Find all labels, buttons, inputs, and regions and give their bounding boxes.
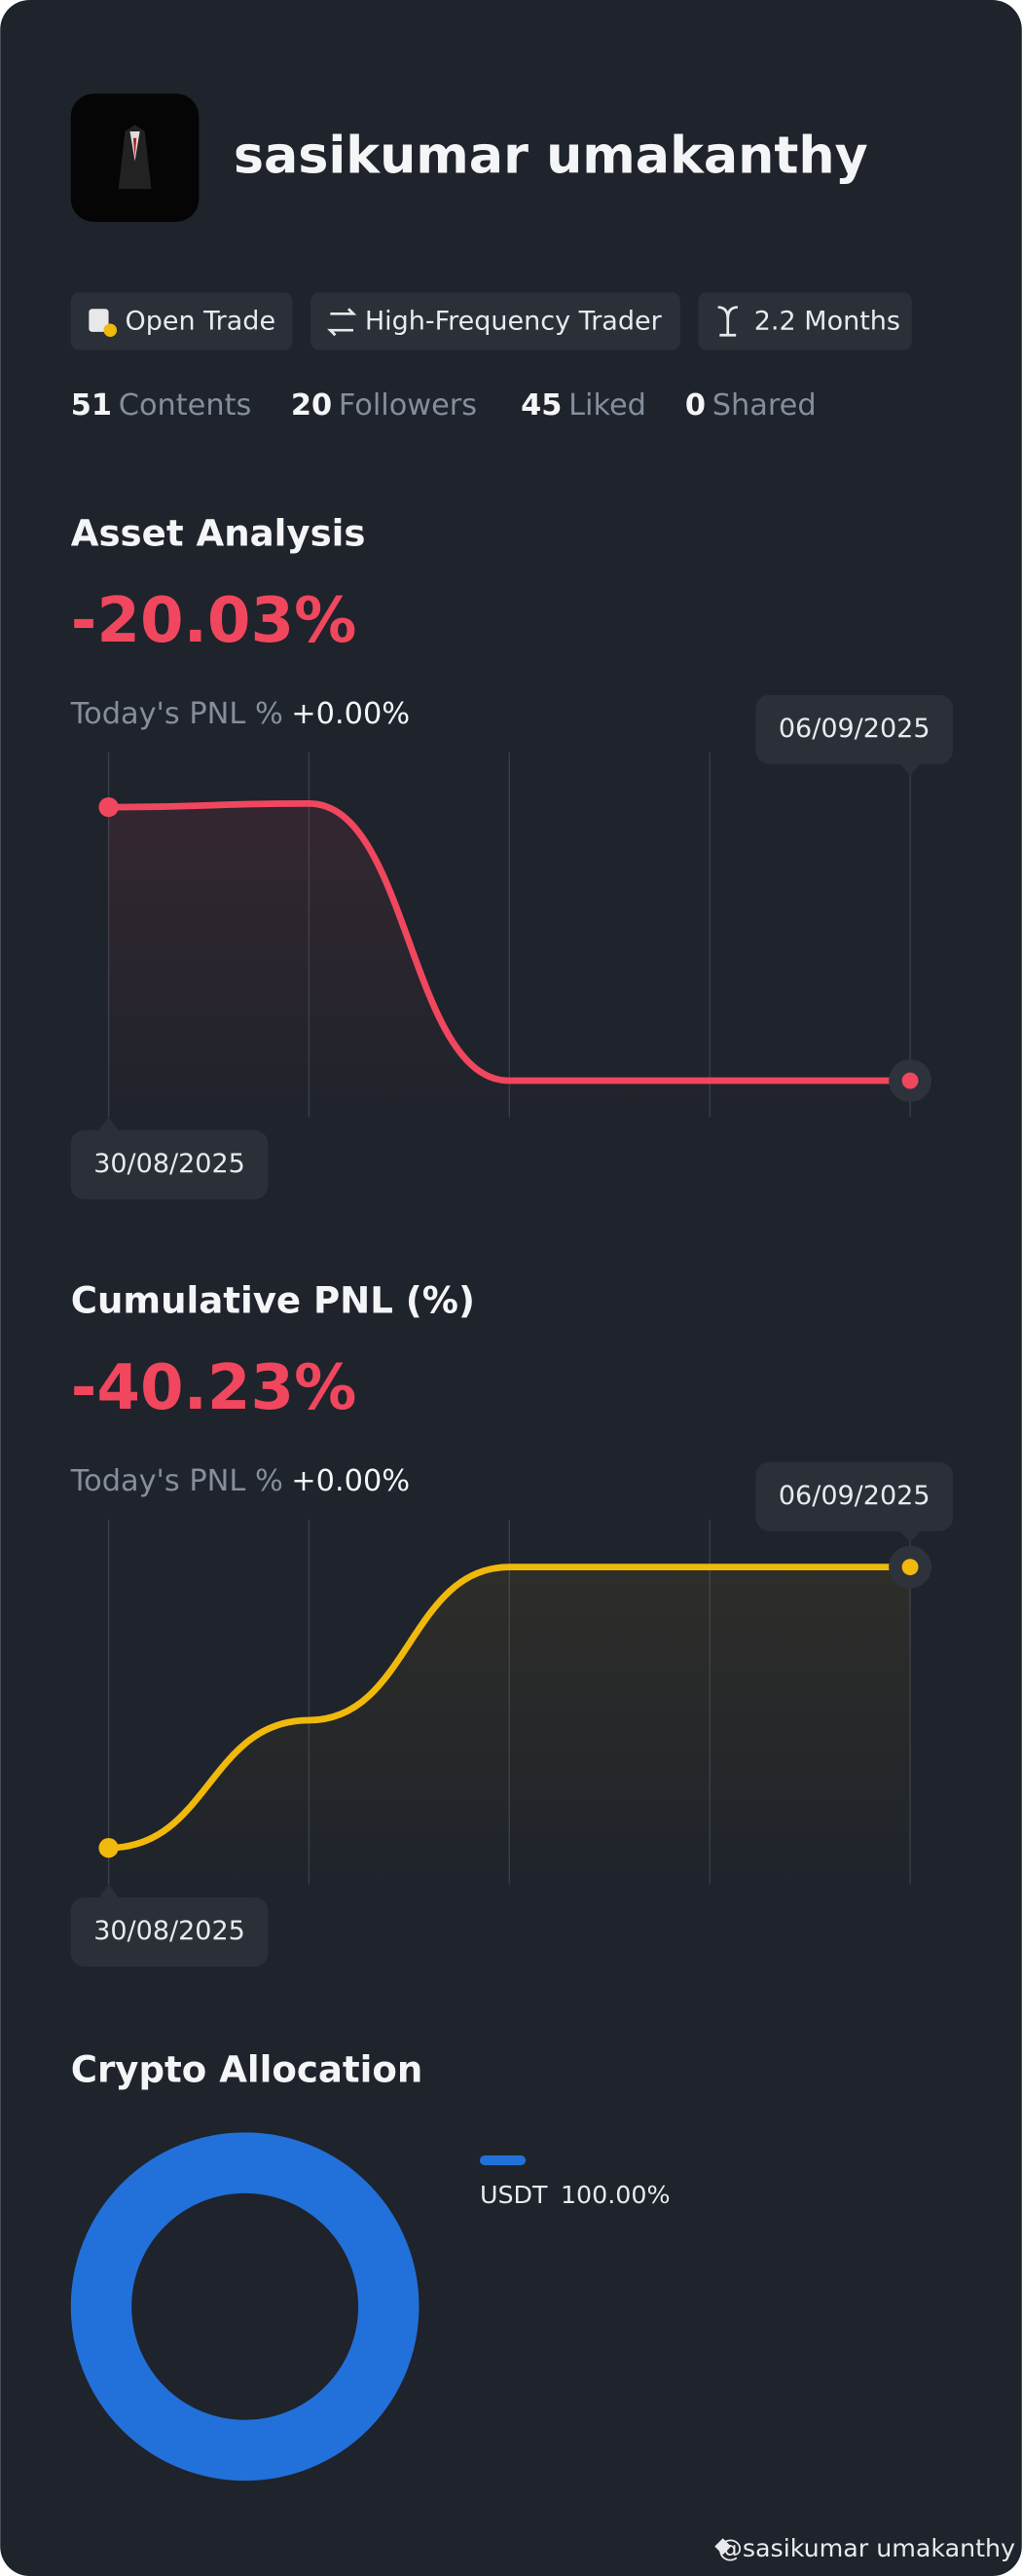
section: Cumulative PNL (%) -40.23% Today's PNL % +0… — [70, 1280, 953, 1967]
today-value: +0.00% — [291, 697, 410, 731]
section-title: Asset Analysis — [71, 513, 366, 555]
start-dot — [98, 1837, 119, 1858]
end-dot — [901, 1072, 919, 1089]
date-label: 30/08/2025 — [93, 1916, 245, 1946]
today-pnl: Today's PNL % +0.00% — [70, 697, 410, 731]
stat: 0 Shared — [685, 387, 817, 422]
today-pnl: Today's PNL % +0.00% — [70, 1464, 410, 1498]
area-fill — [108, 803, 911, 1118]
stat-label: Shared — [712, 387, 817, 422]
stat-value: 45 — [521, 387, 562, 422]
section: Asset Analysis -20.03% Today's PNL % +0.00%… — [70, 513, 953, 1199]
start-dot — [98, 796, 119, 818]
stat: 20 Followers — [291, 387, 477, 422]
tag-label: High-Frequency Trader — [365, 306, 663, 336]
section-value: -20.03% — [71, 584, 357, 657]
legend-name: USDT — [480, 2181, 548, 2209]
tooltip — [755, 694, 953, 764]
stat-label: Contents — [119, 387, 252, 422]
tag-label: Open Trade — [125, 306, 275, 336]
legend-entry: USDT 100.00% — [480, 2181, 671, 2209]
stat-value: 0 — [685, 387, 706, 422]
tooltip-pointer — [899, 763, 921, 776]
footer-logo — [714, 2538, 732, 2556]
section-value: -40.23% — [71, 1351, 357, 1424]
tooltip-pointer — [98, 1884, 119, 1898]
tag-label: 2.2 Months — [754, 306, 900, 336]
today-label: Today's PNL % — [70, 697, 283, 731]
today-label: Today's PNL % — [70, 1464, 283, 1498]
tooltip — [70, 1130, 269, 1199]
legend-value: 100.00% — [561, 2181, 671, 2209]
section-title: Crypto Allocation — [71, 2048, 423, 2090]
end-dot — [901, 1559, 919, 1576]
stat-label: Followers — [339, 387, 477, 422]
stat-value: 51 — [71, 387, 112, 422]
user-name: sasikumar umakanthy — [234, 127, 868, 186]
legend-swatch — [479, 2155, 527, 2166]
tooltip — [755, 1461, 953, 1531]
line — [105, 1564, 914, 1852]
stat-value: 20 — [291, 387, 332, 422]
section-title: Cumulative PNL (%) — [71, 1280, 475, 1322]
date-label: 06/09/2025 — [779, 714, 931, 744]
stat: 51 Contents — [71, 387, 252, 422]
stat-label: Liked — [568, 387, 646, 422]
tag — [310, 292, 680, 350]
footer-handle: @sasikumar umakanthy — [718, 2534, 1016, 2562]
tooltip-pointer — [899, 1530, 921, 1543]
today-value: +0.00% — [291, 1464, 410, 1498]
tooltip — [70, 1897, 269, 1967]
stat: 45 Liked — [521, 387, 646, 422]
tooltip-pointer — [98, 1117, 119, 1130]
line — [105, 799, 914, 1085]
date-label: 06/09/2025 — [779, 1481, 931, 1511]
donut-segment — [70, 2132, 420, 2482]
date-label: 30/08/2025 — [93, 1149, 245, 1179]
area-fill — [108, 1566, 911, 1885]
tag — [698, 292, 912, 350]
avatar — [70, 93, 200, 222]
tag — [70, 292, 293, 350]
